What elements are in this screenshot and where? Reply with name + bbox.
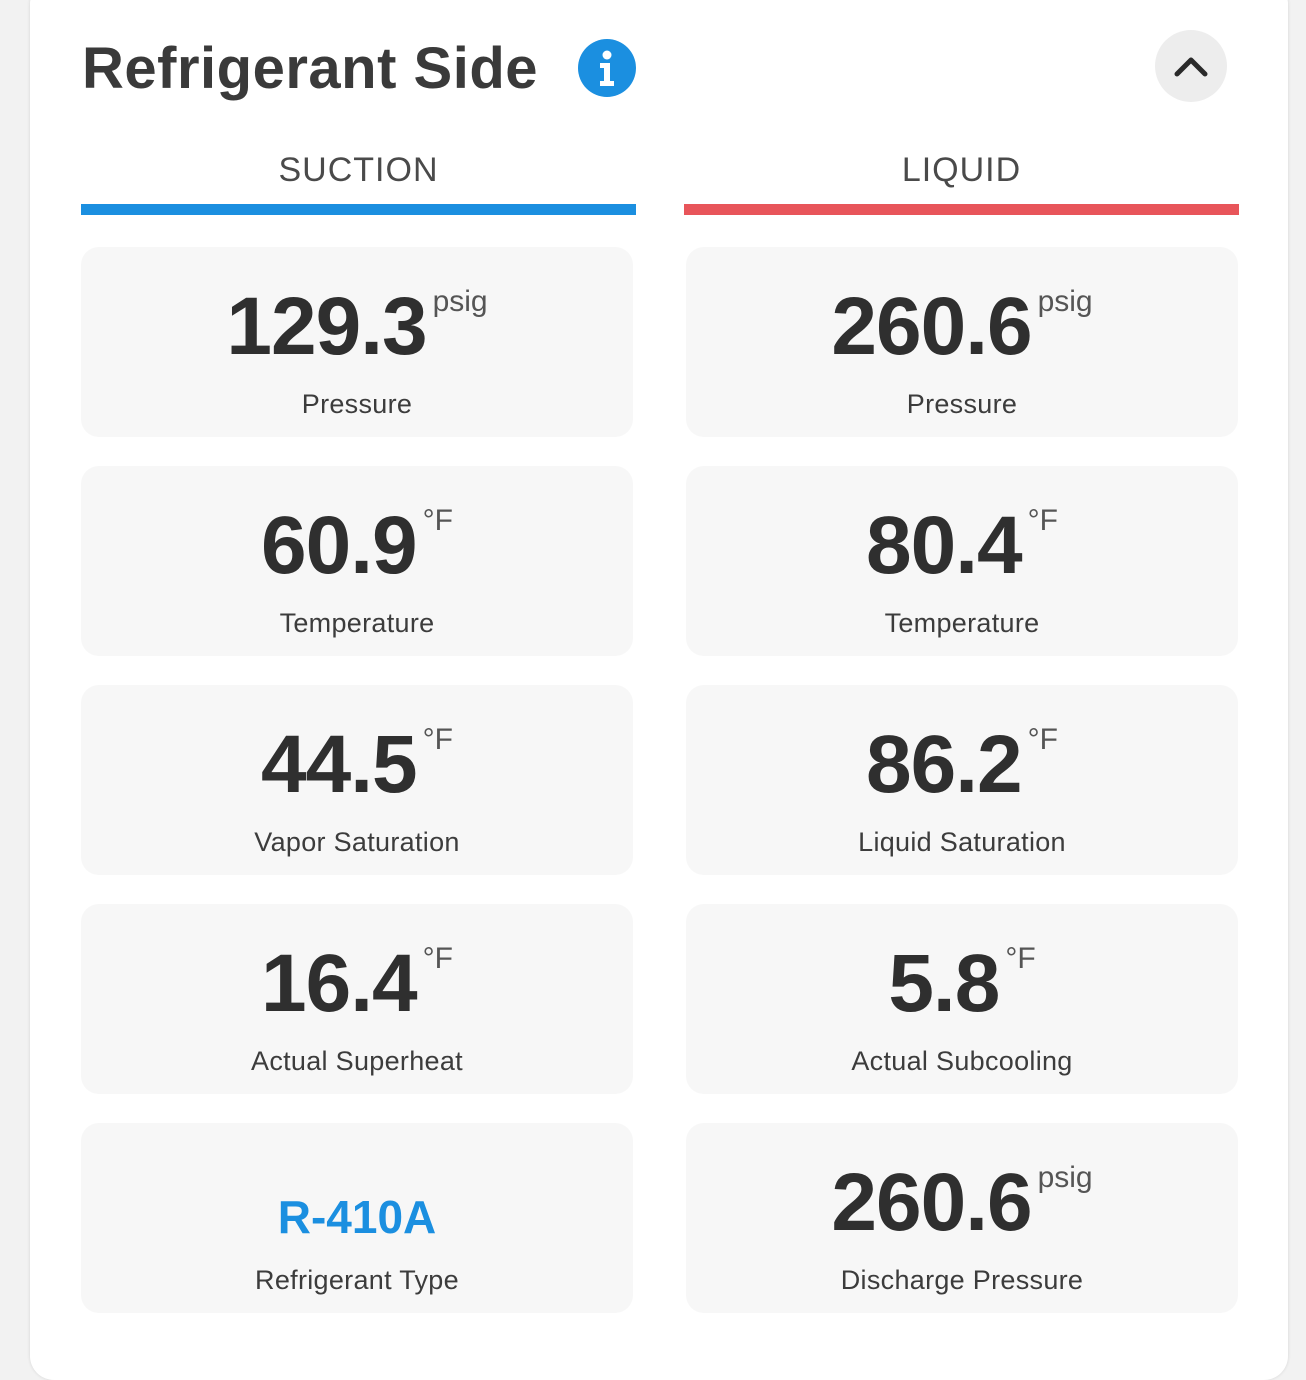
actual-superheat-label: Actual Superheat [251, 1046, 463, 1076]
actual-superheat-value: 16.4 [261, 938, 418, 1029]
liquid-saturation-unit: °F [1027, 723, 1058, 756]
tab-suction[interactable]: SUCTION [81, 140, 636, 215]
liquid-underline [684, 204, 1239, 215]
actual-superheat-unit: °F [422, 942, 453, 975]
actual-subcooling-label: Actual Subcooling [851, 1046, 1073, 1076]
liquid-saturation-tile: 86.2 °F Liquid Saturation [686, 685, 1238, 875]
vapor-saturation-label: Vapor Saturation [254, 827, 460, 857]
liquid-saturation-label: Liquid Saturation [858, 827, 1066, 857]
suction-temperature-label: Temperature [279, 608, 435, 638]
info-icon[interactable] [578, 39, 636, 97]
suction-temperature-value: 60.9 [261, 500, 418, 591]
suction-pressure-unit: psig [432, 285, 488, 318]
chevron-up-icon [1174, 57, 1208, 77]
vapor-saturation-tile: 44.5 °F Vapor Saturation [81, 685, 633, 875]
actual-superheat-tile: 16.4 °F Actual Superheat [81, 904, 633, 1094]
discharge-pressure-tile: 260.6 psig Discharge Pressure [686, 1123, 1238, 1313]
liquid-temperature-value: 80.4 [866, 500, 1023, 591]
tab-liquid[interactable]: LIQUID [684, 140, 1239, 215]
suction-pressure-value: 129.3 [226, 281, 427, 372]
discharge-pressure-unit: psig [1037, 1161, 1093, 1194]
liquid-pressure-tile: 260.6 psig Pressure [686, 247, 1238, 437]
suction-underline [81, 204, 636, 215]
suction-pressure-tile: 129.3 psig Pressure [81, 247, 633, 437]
vapor-saturation-value: 44.5 [261, 719, 418, 810]
liquid-pressure-label: Pressure [906, 389, 1018, 419]
liquid-temperature-label: Temperature [884, 608, 1040, 638]
page-title: Refrigerant Side [82, 35, 538, 101]
liquid-temperature-tile: 80.4 °F Temperature [686, 466, 1238, 656]
discharge-pressure-label: Discharge Pressure [840, 1265, 1084, 1295]
refrigerant-type-value[interactable]: R-410A [277, 1191, 437, 1243]
liquid-pressure-unit: psig [1037, 285, 1093, 318]
suction-label: SUCTION [278, 151, 439, 189]
refrigerant-type-tile[interactable]: R-410A Refrigerant Type [81, 1123, 633, 1313]
card-header: Refrigerant Side [82, 28, 636, 108]
liquid-saturation-value: 86.2 [866, 719, 1023, 810]
liquid-temperature-unit: °F [1027, 504, 1058, 537]
suction-pressure-label: Pressure [301, 389, 413, 419]
suction-temperature-unit: °F [422, 504, 453, 537]
actual-subcooling-value: 5.8 [888, 938, 1000, 1029]
suction-temperature-tile: 60.9 °F Temperature [81, 466, 633, 656]
liquid-pressure-value: 260.6 [831, 281, 1032, 372]
collapse-button[interactable] [1155, 30, 1227, 102]
actual-subcooling-unit: °F [1005, 942, 1036, 975]
actual-subcooling-tile: 5.8 °F Actual Subcooling [686, 904, 1238, 1094]
discharge-pressure-value: 260.6 [831, 1157, 1032, 1248]
refrigerant-type-label: Refrigerant Type [255, 1265, 459, 1295]
vapor-saturation-unit: °F [422, 723, 453, 756]
liquid-label: LIQUID [901, 151, 1022, 189]
